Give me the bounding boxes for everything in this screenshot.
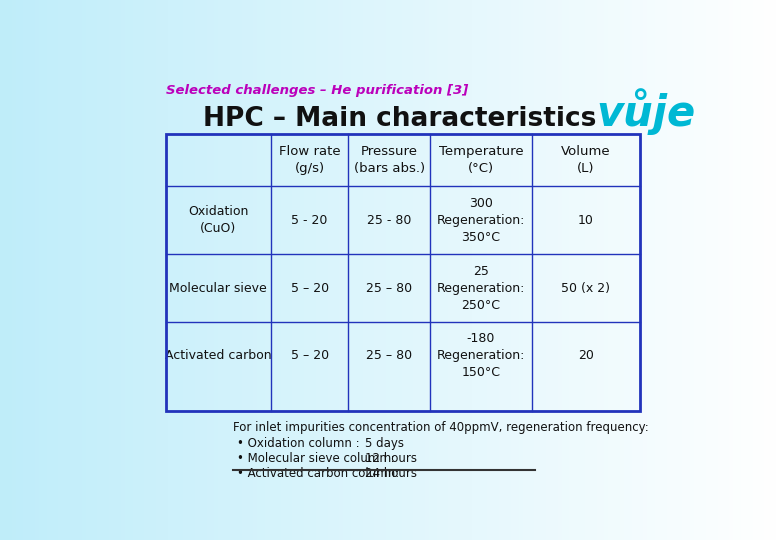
Text: 25 – 80: 25 – 80 <box>366 281 412 295</box>
Text: 5 days: 5 days <box>365 437 404 450</box>
Text: For inlet impurities concentration of 40ppmV, regeneration frequency:: For inlet impurities concentration of 40… <box>233 421 649 434</box>
Text: 20: 20 <box>578 349 594 362</box>
Text: 5 – 20: 5 – 20 <box>291 281 328 295</box>
Text: 25
Regeneration:
250°C: 25 Regeneration: 250°C <box>437 265 525 312</box>
Text: 50 (x 2): 50 (x 2) <box>562 281 611 295</box>
Text: 24 hours: 24 hours <box>365 467 417 480</box>
Text: Flow rate
(g/s): Flow rate (g/s) <box>278 145 340 176</box>
Text: 300
Regeneration:
350°C: 300 Regeneration: 350°C <box>437 197 525 244</box>
Text: 5 - 20: 5 - 20 <box>292 214 328 227</box>
Text: Volume
(L): Volume (L) <box>561 145 611 176</box>
Text: Selected challenges – He purification [3]: Selected challenges – He purification [3… <box>165 84 468 97</box>
Text: HPC – Main characteristics: HPC – Main characteristics <box>203 106 597 132</box>
Text: 25 - 80: 25 - 80 <box>367 214 411 227</box>
Bar <box>165 134 640 411</box>
Text: Pressure
(bars abs.): Pressure (bars abs.) <box>353 145 424 176</box>
Text: • Oxidation column :: • Oxidation column : <box>237 437 360 450</box>
Text: 10: 10 <box>578 214 594 227</box>
Text: Activated carbon: Activated carbon <box>165 349 271 362</box>
Text: Molecular sieve: Molecular sieve <box>169 281 268 295</box>
Text: 25 – 80: 25 – 80 <box>366 349 412 362</box>
Text: • Activated carbon column:: • Activated carbon column: <box>237 467 399 480</box>
Text: -180
Regeneration:
150°C: -180 Regeneration: 150°C <box>437 332 525 380</box>
Text: Oxidation
(CuO): Oxidation (CuO) <box>188 205 249 235</box>
Text: vůje: vůje <box>597 88 696 135</box>
Text: 5 – 20: 5 – 20 <box>291 349 328 362</box>
Text: Temperature
(°C): Temperature (°C) <box>438 145 523 176</box>
Text: 12 hours: 12 hours <box>365 452 417 465</box>
Text: • Molecular sieve column :: • Molecular sieve column : <box>237 452 395 465</box>
